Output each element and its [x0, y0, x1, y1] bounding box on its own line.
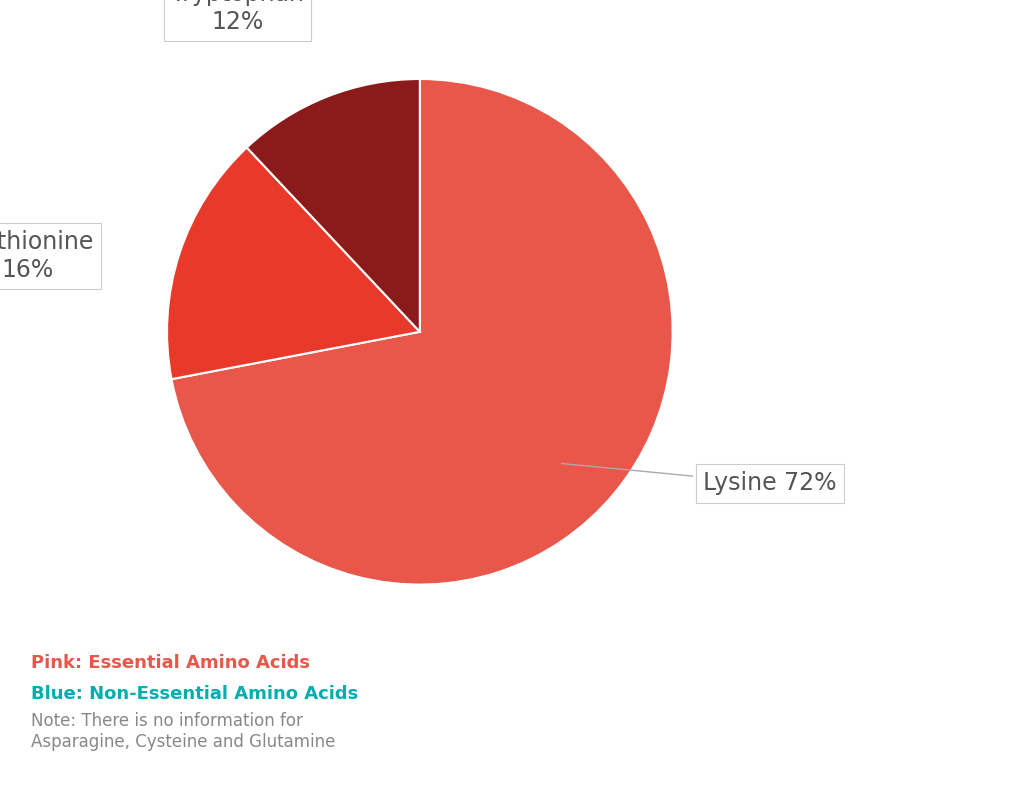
Text: Tryptophan
12%: Tryptophan 12% — [171, 0, 304, 34]
Text: Lysine 72%: Lysine 72% — [561, 464, 837, 495]
Text: Blue: Non-Essential Amino Acids: Blue: Non-Essential Amino Acids — [31, 685, 358, 703]
Wedge shape — [167, 148, 420, 379]
Wedge shape — [247, 79, 420, 332]
Wedge shape — [171, 79, 673, 585]
Text: Methionine
16%: Methionine 16% — [0, 230, 93, 282]
Text: Note: There is no information for
Asparagine, Cysteine and Glutamine: Note: There is no information for Aspara… — [31, 712, 335, 750]
Text: Pink: Essential Amino Acids: Pink: Essential Amino Acids — [31, 653, 309, 672]
